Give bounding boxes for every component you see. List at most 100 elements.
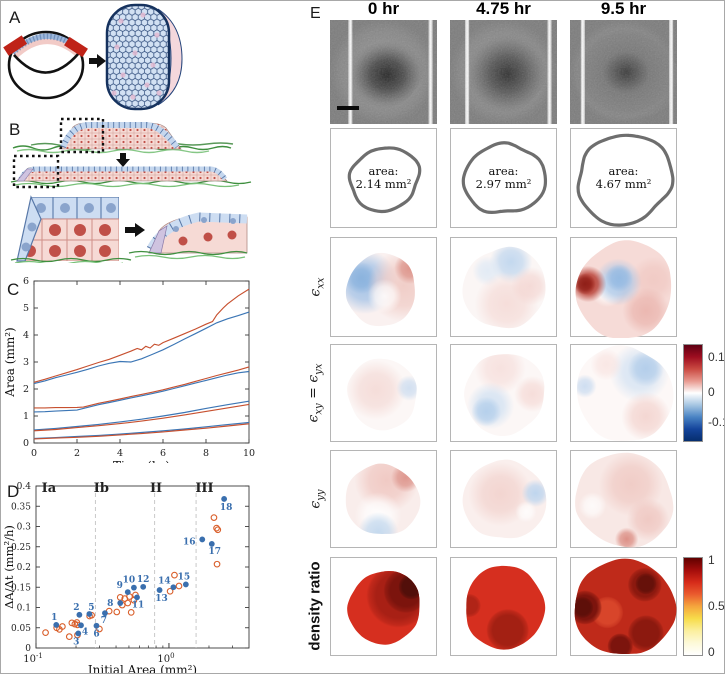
numbered-data-point	[102, 610, 108, 617]
heat-spot	[390, 463, 421, 493]
series-pair4-blue	[33, 421, 250, 439]
heat-spot	[367, 278, 402, 314]
y-tick-label: 3	[23, 357, 29, 368]
tissue-crosssections	[10, 117, 252, 263]
point-number-label: 7	[101, 616, 107, 626]
numbered-data-point	[134, 594, 140, 601]
point-number-label: 5	[88, 603, 94, 613]
numbered-data-point	[86, 611, 93, 617]
numbered-data-point	[221, 496, 228, 502]
numbered-data-point	[78, 622, 84, 629]
point-number-label: 9	[117, 581, 123, 591]
micrograph-1	[450, 20, 557, 124]
column-header-4-75hr: 4.75 hr	[476, 0, 531, 18]
point-number-label: 18	[220, 503, 233, 513]
panel-d-ylabel: ΔA/Δt (mm²/h)	[2, 525, 16, 609]
area-outline-1-svg	[461, 141, 548, 214]
strain-eyy-map-0-svg	[345, 463, 421, 534]
point-number-label: 11	[132, 600, 145, 610]
panel-c-chart: C 02468100123456Time (hr)Area (mm²)	[3, 276, 255, 463]
substrate-fibers-3	[128, 250, 248, 260]
x-tick-label: 8	[203, 448, 209, 459]
strain-exx-map-1-svg	[462, 246, 546, 329]
panel-d-xlabel: Initial Area (mm²)	[88, 663, 197, 674]
noise-overlay	[570, 20, 677, 124]
x-tick-label: 6	[160, 448, 166, 459]
area-outline-1: area: 2.97 mm²	[450, 128, 557, 228]
x-tick-label: 10	[243, 448, 255, 459]
point-number-label: 4	[82, 627, 88, 637]
strain-eyy-map-1-svg	[462, 459, 547, 539]
row-label-exy: ϵxy = ϵyx	[306, 364, 325, 423]
y-tick-label: 0.2	[17, 563, 31, 573]
x-tick-label: 100	[157, 652, 174, 665]
region-label-III: III	[195, 481, 213, 496]
open-data-point	[113, 608, 121, 616]
area-label: area:	[488, 164, 519, 178]
numbered-data-point	[124, 589, 131, 596]
heat-spot	[471, 396, 502, 427]
y-tick-label: 0.3	[17, 523, 32, 533]
micrograph-1-svg	[450, 20, 557, 124]
density-ratio-map-1-svg	[466, 565, 546, 650]
density-ratio-map-0	[330, 557, 437, 656]
panel-d-label: D	[7, 482, 19, 501]
heat-spot	[394, 252, 415, 285]
x-tick-label: 10-1	[23, 652, 43, 665]
micrograph-2-svg	[570, 20, 677, 124]
open-data-point	[59, 623, 66, 630]
y-tick-label: 0.15	[11, 583, 31, 593]
strain-exy-map-2	[570, 344, 677, 442]
heat-spot	[578, 491, 607, 520]
pink-cells	[111, 12, 162, 100]
strain-exy-map-0-svg	[347, 358, 417, 431]
strain-exx-map-2-svg	[575, 240, 672, 338]
epsilon-symbol: ϵ	[307, 288, 324, 297]
magnified-cells-before	[16, 195, 119, 262]
numbered-data-point	[75, 630, 82, 637]
heat-spot	[515, 501, 537, 523]
numbered-data-point	[199, 536, 206, 543]
density-colorbar	[683, 557, 703, 656]
density-patch	[398, 573, 420, 600]
strain-exy-map-0	[330, 344, 437, 442]
area-label: area:	[368, 164, 399, 178]
y-tick-label: 0.1	[17, 604, 31, 614]
density-ratio-map-0-svg	[347, 571, 420, 645]
strain-exy-map-1	[450, 344, 557, 442]
series-pair2-blue	[33, 370, 250, 413]
series-pair2-red	[34, 366, 250, 409]
y-tick-label: 0	[25, 644, 31, 654]
heat-spot	[622, 287, 670, 335]
region-label-Ia: Ia	[42, 481, 57, 496]
numbered-data-point	[140, 583, 147, 590]
panel-a-label: A	[9, 8, 21, 27]
heat-spot	[627, 350, 665, 387]
y-tick-label: 4	[23, 330, 29, 341]
panel-ab-art: A B	[3, 3, 252, 263]
open-data-point	[166, 587, 174, 595]
panel-d-chart: D Ia Ib II III00.050.10.150.20.250.30.350.4…	[2, 481, 250, 674]
strain-exy-map-1-svg	[464, 354, 545, 437]
heat-spot	[626, 498, 670, 541]
excision-mark-right	[64, 36, 88, 58]
point-number-label: 16	[183, 537, 196, 547]
point-number-label: 17	[209, 547, 222, 557]
density-patch	[574, 596, 594, 619]
strain-cbar-tick-bottom: -0.1	[708, 415, 724, 429]
x-tick-label: 2	[74, 448, 80, 459]
arrow-a-icon	[89, 54, 106, 68]
point-number-label: 3	[73, 637, 79, 647]
point-number-label: 12	[137, 575, 150, 585]
y-tick-label: 0.25	[11, 543, 31, 553]
micrograph-0-svg	[330, 20, 437, 124]
numbered-data-point	[131, 584, 137, 591]
density-patch	[627, 615, 665, 652]
numbered-data-point	[170, 584, 177, 591]
strain-eyy-map-1	[450, 450, 557, 548]
panel-b-label: B	[9, 120, 20, 139]
panel-c-label: C	[7, 280, 19, 299]
point-number-label: 10	[123, 576, 136, 586]
heat-spot	[510, 266, 546, 306]
y-tick-label: 6	[23, 276, 29, 287]
